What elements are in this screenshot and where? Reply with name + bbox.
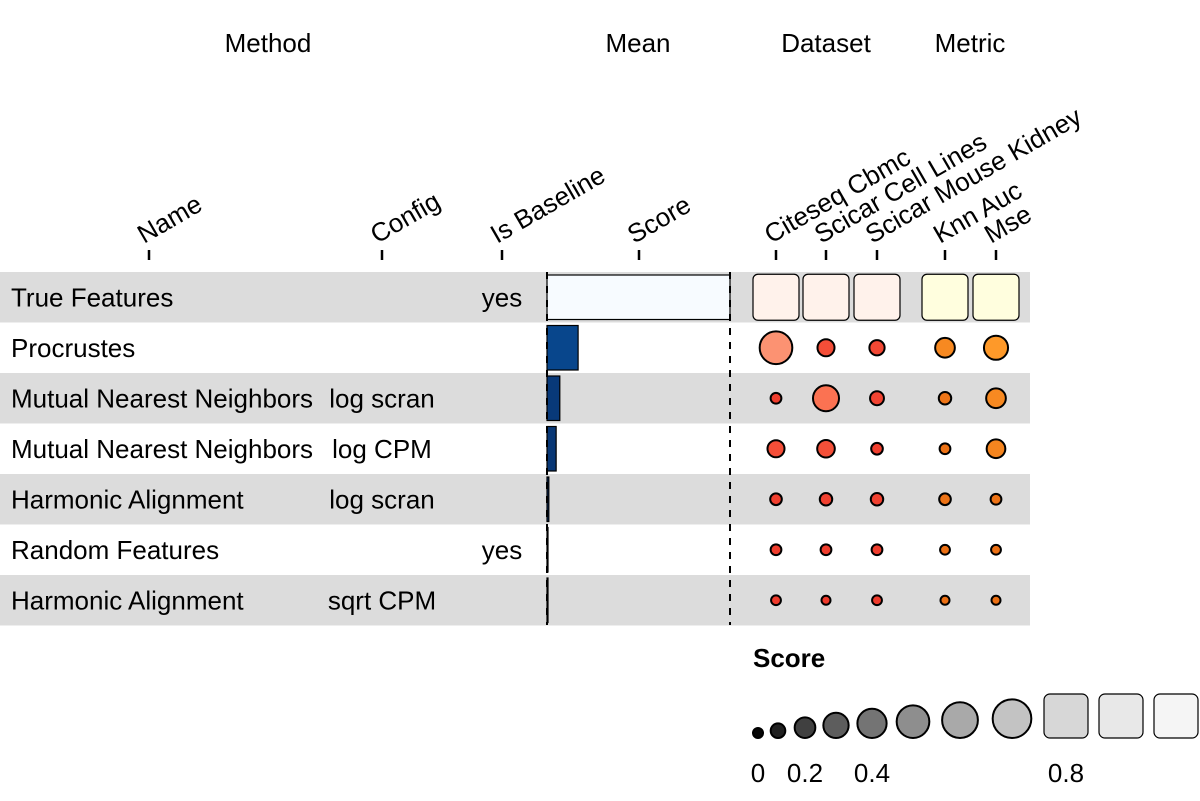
metric-score-glyph: [982, 334, 1010, 361]
dataset-score-glyph: [870, 543, 884, 557]
row-name: Procrustes: [11, 333, 135, 363]
dataset-score-glyph: [819, 543, 833, 557]
dataset-score-glyph: [811, 384, 841, 413]
mean-score-bar: [546, 375, 561, 422]
group-header-dataset: Dataset: [781, 28, 871, 58]
column-header: Is Baseline: [485, 160, 610, 250]
legend-glyph: [822, 711, 850, 739]
metric-score-glyph: [990, 594, 1002, 606]
legend-tick-label: 0.8: [1048, 758, 1084, 788]
legend-glyph: [793, 716, 817, 740]
dataset-score-glyph: [752, 273, 800, 321]
metric-score-glyph: [989, 492, 1003, 506]
dataset-score-glyph: [769, 492, 783, 507]
legend-glyph: [941, 701, 979, 739]
metric-score-glyph: [937, 391, 953, 406]
row-config: log scran: [329, 383, 435, 413]
row-is-baseline: yes: [482, 535, 522, 565]
dataset-score-glyph: [816, 338, 836, 358]
legend-glyph: [991, 698, 1033, 740]
legend-glyph: [895, 704, 931, 739]
row-name: True Features: [11, 282, 173, 312]
metric-score-glyph: [939, 594, 951, 606]
legend-tick-label: 0.2: [787, 758, 823, 788]
dataset-score-glyph: [769, 391, 783, 405]
dataset-score-glyph: [816, 438, 836, 459]
metric-score-glyph: [972, 273, 1020, 321]
row-stripe: [0, 474, 1030, 525]
group-header-method: Method: [225, 28, 312, 58]
group-header-mean: Mean: [605, 28, 670, 58]
metric-score-glyph: [938, 492, 952, 507]
legend-glyph: [1153, 693, 1199, 739]
column-header: Config: [365, 186, 445, 250]
legend-glyph: [769, 722, 787, 739]
dataset-score-glyph: [870, 441, 884, 456]
legend-glyph: [1098, 693, 1144, 739]
dataset-score-glyph: [871, 594, 883, 607]
row-config: log scran: [329, 484, 435, 514]
dataset-score-glyph: [820, 594, 832, 606]
metric-score-glyph: [938, 442, 952, 456]
legend-title: Score: [753, 643, 825, 673]
column-header: Score: [622, 189, 696, 249]
dataset-score-glyph: [818, 492, 834, 507]
row-name: Mutual Nearest Neighbors: [11, 383, 313, 413]
metric-score-glyph: [985, 387, 1007, 410]
dataset-score-glyph: [758, 330, 794, 366]
metric-score-glyph: [985, 438, 1007, 460]
dataset-score-glyph: [869, 492, 885, 507]
legend-glyph: [1043, 693, 1089, 739]
row-name: Harmonic Alignment: [11, 585, 244, 615]
row-config: sqrt CPM: [328, 585, 436, 615]
mean-score-bar: [546, 425, 557, 472]
row-name: Mutual Nearest Neighbors: [11, 434, 313, 464]
dataset-score-glyph: [770, 594, 782, 607]
legend-glyph: [752, 727, 764, 739]
legend-tick-label: 0.4: [854, 758, 890, 788]
row-name: Random Features: [11, 535, 219, 565]
dataset-score-glyph: [868, 339, 886, 357]
row-name: Harmonic Alignment: [11, 484, 244, 514]
dataset-score-glyph: [802, 273, 850, 321]
dataset-score-glyph: [869, 390, 885, 407]
column-header: Name: [132, 189, 207, 250]
metric-score-glyph: [934, 336, 956, 359]
metric-score-glyph: [990, 543, 1002, 556]
mean-score-bar: [546, 324, 579, 371]
metric-score-glyph: [939, 543, 951, 556]
dataset-score-glyph: [769, 543, 783, 557]
legend-tick-label: 0: [751, 758, 765, 788]
row-is-baseline: yes: [482, 282, 522, 312]
metric-score-glyph: [921, 273, 969, 321]
mean-score-bar: [546, 274, 731, 321]
dataset-score-glyph: [766, 439, 786, 459]
row-stripe: [0, 373, 1030, 424]
row-config: log CPM: [332, 434, 432, 464]
group-header-metric: Metric: [935, 28, 1006, 58]
row-stripe: [0, 575, 1030, 626]
mean-score-bar: [546, 526, 549, 573]
dataset-score-glyph: [853, 273, 901, 321]
legend-glyph: [856, 707, 888, 739]
